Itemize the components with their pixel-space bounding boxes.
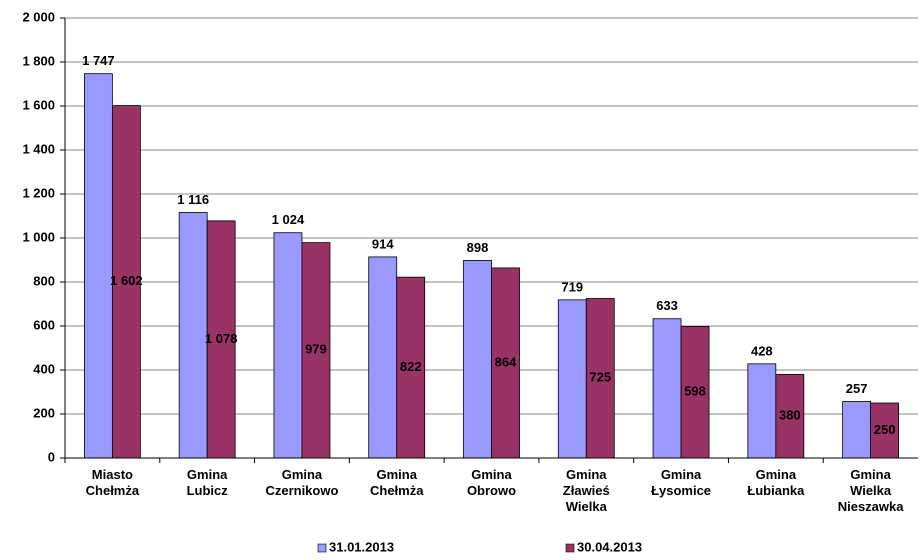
value-label: 598 — [684, 384, 706, 399]
bar — [83, 73, 113, 459]
bar — [206, 220, 236, 459]
y-tick-label: 1 800 — [22, 53, 55, 68]
value-label: 633 — [656, 298, 678, 313]
y-tick-label: 1 600 — [22, 97, 55, 112]
value-label: 1 747 — [82, 53, 115, 68]
value-label: 380 — [779, 408, 801, 423]
y-tick-label: 1 200 — [22, 185, 55, 200]
y-tick-label: 600 — [33, 317, 55, 332]
legend-label: 30.04.2013 — [577, 539, 642, 554]
bar — [842, 401, 872, 459]
y-tick-label: 1 400 — [22, 141, 55, 156]
x-tick-label: Gmina Chełmża — [370, 467, 424, 498]
bar — [273, 232, 303, 459]
y-tick-label: 0 — [48, 449, 55, 464]
value-label: 257 — [846, 381, 868, 396]
x-tick-label: Gmina Lubicz — [187, 467, 229, 498]
value-label: 979 — [305, 342, 327, 357]
y-tick-label: 1 000 — [22, 229, 55, 244]
value-label: 1 024 — [272, 212, 305, 227]
bar — [301, 242, 331, 459]
x-tick-label: Gmina Obrowo — [467, 467, 516, 498]
bar — [396, 276, 426, 459]
value-label: 428 — [751, 343, 773, 358]
value-label: 719 — [561, 279, 583, 294]
y-tick-label: 200 — [33, 405, 55, 420]
bar — [491, 267, 520, 459]
value-label: 250 — [874, 422, 896, 437]
bar — [463, 260, 492, 459]
bar — [368, 256, 398, 459]
x-tick-label: Gmina Zławieś Wielka — [563, 467, 610, 514]
bar — [775, 373, 805, 459]
legend-swatch — [565, 543, 575, 553]
bar — [747, 363, 777, 459]
value-label: 725 — [589, 370, 611, 385]
legend-swatch — [317, 543, 327, 553]
x-tick-label: Miasto Chełmża — [86, 467, 140, 498]
value-label: 1 116 — [177, 192, 209, 207]
value-label: 864 — [495, 354, 517, 369]
x-tick-label: Gmina Łysomice — [651, 467, 711, 498]
y-tick-label: 2 000 — [22, 9, 55, 24]
value-label: 1 078 — [205, 331, 238, 346]
x-tick-label: Gmina Łubianka — [747, 467, 805, 498]
x-tick-label: Gmina Czernikowo — [265, 467, 338, 498]
x-tick-label: Gmina Wielka Nieszawka — [838, 467, 905, 514]
bar — [652, 318, 682, 459]
value-label: 898 — [467, 240, 489, 255]
value-label: 822 — [400, 359, 422, 374]
legend-label: 31.01.2013 — [329, 539, 394, 554]
bar — [178, 212, 208, 459]
value-label: 1 602 — [110, 273, 143, 288]
bar — [680, 326, 710, 459]
bar — [870, 402, 900, 459]
bar — [585, 298, 615, 459]
value-label: 914 — [372, 236, 394, 251]
bar — [557, 299, 587, 459]
y-tick-label: 800 — [33, 273, 55, 288]
y-tick-label: 400 — [33, 361, 55, 376]
